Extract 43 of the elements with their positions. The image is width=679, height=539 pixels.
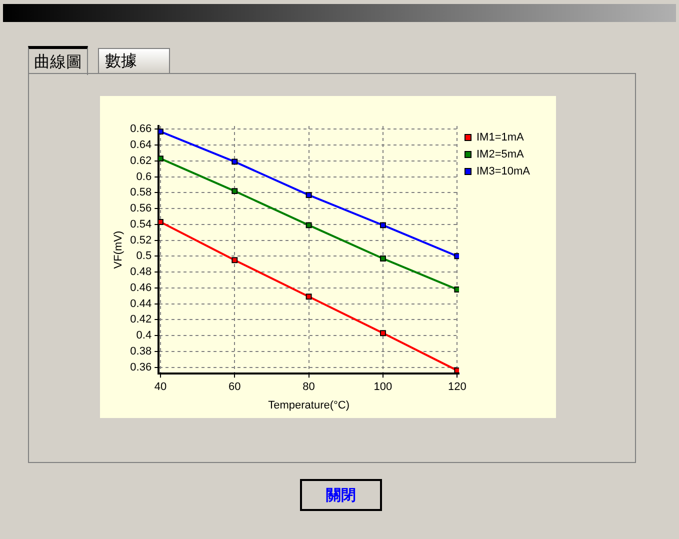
point — [380, 222, 386, 228]
point — [306, 294, 312, 300]
y-tick-label: 0.5 — [136, 250, 152, 262]
y-tick-label: 0.46 — [130, 282, 152, 294]
x-tick-label: 40 — [154, 381, 167, 394]
point — [454, 286, 460, 292]
y-tick-label: 0.54 — [130, 218, 152, 230]
point — [306, 192, 312, 198]
x-tick-label: 120 — [448, 381, 466, 394]
y-tick-label: 0.4 — [136, 330, 152, 342]
x-tick-label: 100 — [374, 381, 392, 394]
text: 曲線圖 — [28, 46, 88, 75]
text: 數據 — [98, 48, 170, 73]
y-tick-label: 0.66 — [130, 123, 152, 136]
legend-label: IM2=5mA — [476, 148, 525, 161]
point — [380, 256, 386, 262]
y-axis-title: VF(mV) — [112, 230, 125, 269]
point — [232, 257, 238, 264]
text: 關閉 — [300, 479, 382, 511]
x-tick-label: 80 — [302, 381, 315, 394]
point — [306, 222, 312, 228]
legend-label: IM1=1mA — [476, 132, 525, 144]
y-tick-label: 0.58 — [130, 186, 152, 199]
y-tick-label: 0.52 — [130, 234, 152, 246]
y-tick-label: 0.42 — [130, 314, 152, 326]
point — [158, 128, 164, 135]
legend-label: IM3=10mA — [476, 166, 531, 178]
y-tick-label: 0.38 — [130, 345, 152, 358]
x-axis-title: Temperature(°C) — [268, 399, 350, 412]
y-tick-label: 0.48 — [130, 266, 152, 278]
x-tick-label: 60 — [228, 381, 241, 394]
y-tick-label: 0.6 — [136, 170, 152, 183]
y-tick-label: 0.44 — [130, 298, 152, 310]
y-tick-label: 0.64 — [130, 139, 152, 152]
point — [232, 158, 238, 165]
point — [232, 188, 238, 194]
y-tick-label: 0.36 — [130, 361, 152, 374]
y-tick-label: 0.62 — [130, 154, 152, 167]
point — [158, 156, 164, 162]
point — [380, 330, 386, 336]
y-tick-label: 0.56 — [130, 202, 152, 215]
point — [158, 219, 164, 225]
point — [454, 253, 460, 260]
